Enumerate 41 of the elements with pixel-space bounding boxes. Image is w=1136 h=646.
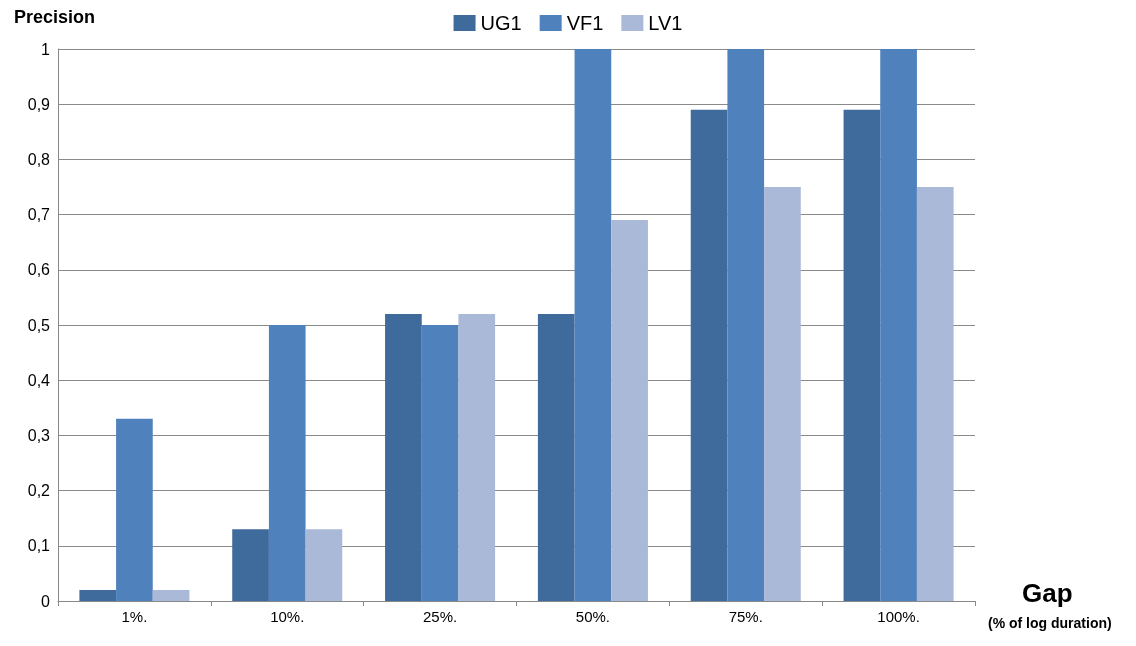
bar xyxy=(305,529,343,601)
bar xyxy=(152,589,190,601)
bar xyxy=(916,187,954,601)
bar xyxy=(232,529,269,601)
y-tick-label: 0,5 xyxy=(27,316,51,334)
bar xyxy=(385,313,422,601)
x-axis-title: Gap xyxy=(1022,578,1073,608)
x-tick-label: 100%. xyxy=(877,608,920,625)
y-tick-label: 0 xyxy=(41,592,51,610)
legend-label: LV1 xyxy=(648,12,683,34)
bar xyxy=(843,109,881,601)
text: (% of log duration) xyxy=(988,615,1112,631)
bar xyxy=(458,313,496,601)
y-tick-label: 0,3 xyxy=(27,426,51,444)
bar xyxy=(611,220,648,601)
x-tick-label: 10%. xyxy=(270,608,305,625)
bar xyxy=(880,49,917,601)
y-tick-label: 0,2 xyxy=(27,482,51,500)
y-axis-title: Precision xyxy=(14,7,96,27)
x-tick-label: 25%. xyxy=(422,608,458,625)
bar xyxy=(727,49,765,601)
bar xyxy=(268,325,306,601)
bar xyxy=(690,109,728,601)
y-tick-label: 0,7 xyxy=(27,206,51,224)
y-tick-label: 1 xyxy=(41,40,51,58)
y-tick-label: 0,1 xyxy=(27,537,51,555)
y-tick-label: 0,6 xyxy=(27,261,51,279)
bar xyxy=(421,325,459,601)
bar xyxy=(537,313,575,601)
y-tick-label: 0,9 xyxy=(27,95,51,113)
x-tick-label: 50%. xyxy=(575,608,611,625)
bar xyxy=(116,418,153,601)
bar xyxy=(764,187,801,601)
bar xyxy=(79,589,117,601)
legend-label: VF1 xyxy=(566,12,604,34)
y-tick-label: 0,4 xyxy=(27,371,51,389)
legend-label: UG1 xyxy=(480,12,522,34)
x-tick-label: 75%. xyxy=(728,608,763,625)
y-tick-label: 0,8 xyxy=(27,150,51,168)
bar xyxy=(574,49,612,601)
x-tick-label: 1%. xyxy=(121,608,148,625)
